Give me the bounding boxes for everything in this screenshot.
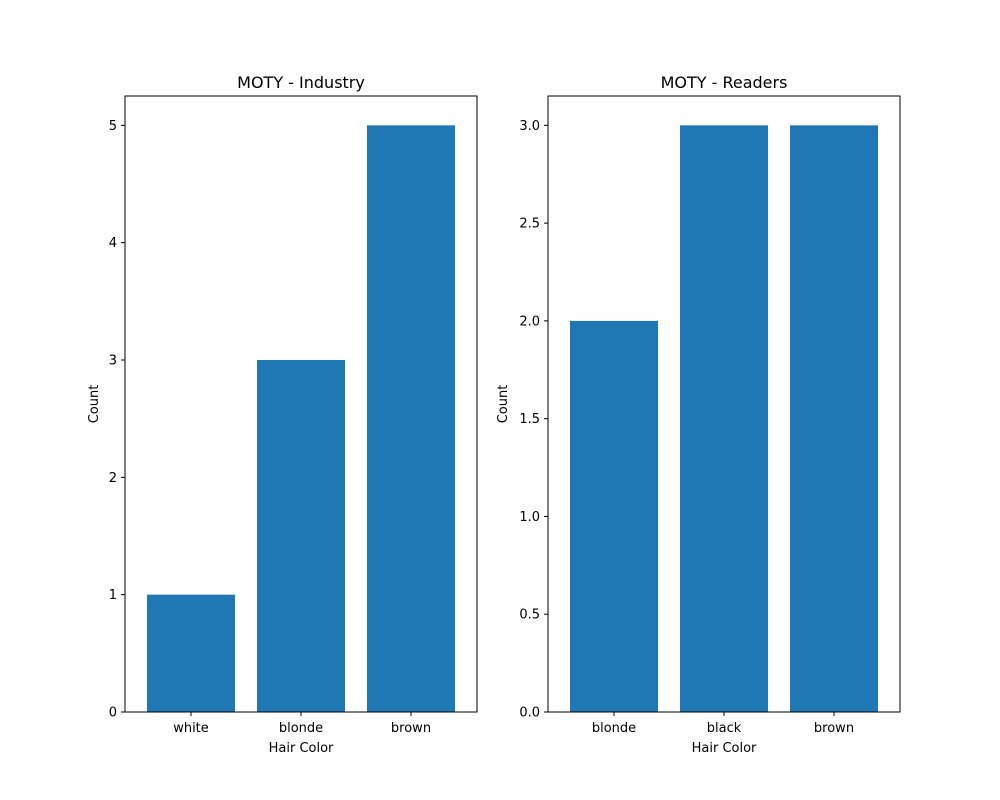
y-tick-label: 0 bbox=[109, 706, 117, 721]
bars bbox=[147, 125, 455, 713]
y-axis-ticks: 0 1 2 3 4 5 bbox=[109, 119, 125, 721]
x-tick-label: black bbox=[707, 721, 742, 736]
x-tick-label: brown bbox=[391, 721, 431, 736]
plot-frame bbox=[547, 95, 901, 713]
y-tick-label: 4 bbox=[109, 236, 117, 251]
y-axis-label: Count bbox=[87, 385, 102, 424]
y-tick-label: 2.0 bbox=[519, 314, 540, 329]
y-tick-label: 0.5 bbox=[519, 608, 540, 623]
plot-frame bbox=[124, 95, 478, 713]
y-tick-label: 1.5 bbox=[519, 412, 540, 427]
bar-white bbox=[147, 594, 235, 712]
y-tick-label: 1.0 bbox=[519, 510, 540, 525]
y-tick-label: 2 bbox=[109, 471, 117, 486]
bar-brown bbox=[790, 125, 878, 713]
y-tick-label: 3.0 bbox=[519, 119, 540, 134]
bar-brown bbox=[367, 125, 455, 713]
chart-title: MOTY - Readers bbox=[661, 73, 788, 92]
bar-blonde bbox=[570, 320, 658, 712]
y-axis-ticks: 0.0 0.5 1.0 1.5 2.0 2.5 3.0 bbox=[519, 119, 548, 721]
x-axis-label: Hair Color bbox=[269, 741, 334, 756]
x-tick-label: blonde bbox=[279, 721, 323, 736]
y-tick-label: 3 bbox=[109, 354, 117, 369]
x-axis-ticks: white blonde brown bbox=[173, 712, 431, 736]
chart-readers: MOTY - Readers 0.0 0.5 1.0 1.5 2.0 2.5 3.0 blo… bbox=[496, 73, 901, 756]
x-tick-label: brown bbox=[814, 721, 854, 736]
bar-blonde bbox=[257, 360, 345, 712]
x-tick-label: white bbox=[173, 721, 209, 736]
y-axis-label: Count bbox=[496, 385, 511, 424]
x-axis-ticks: blonde black brown bbox=[592, 712, 854, 736]
bars bbox=[570, 125, 878, 713]
y-tick-label: 2.5 bbox=[519, 217, 540, 232]
y-tick-label: 0.0 bbox=[519, 706, 540, 721]
x-tick-label: blonde bbox=[592, 721, 636, 736]
y-tick-label: 1 bbox=[109, 588, 117, 603]
chart-title: MOTY - Industry bbox=[237, 73, 365, 92]
y-tick-label: 5 bbox=[109, 119, 117, 134]
x-axis-label: Hair Color bbox=[692, 741, 757, 756]
bar-black bbox=[680, 125, 768, 713]
